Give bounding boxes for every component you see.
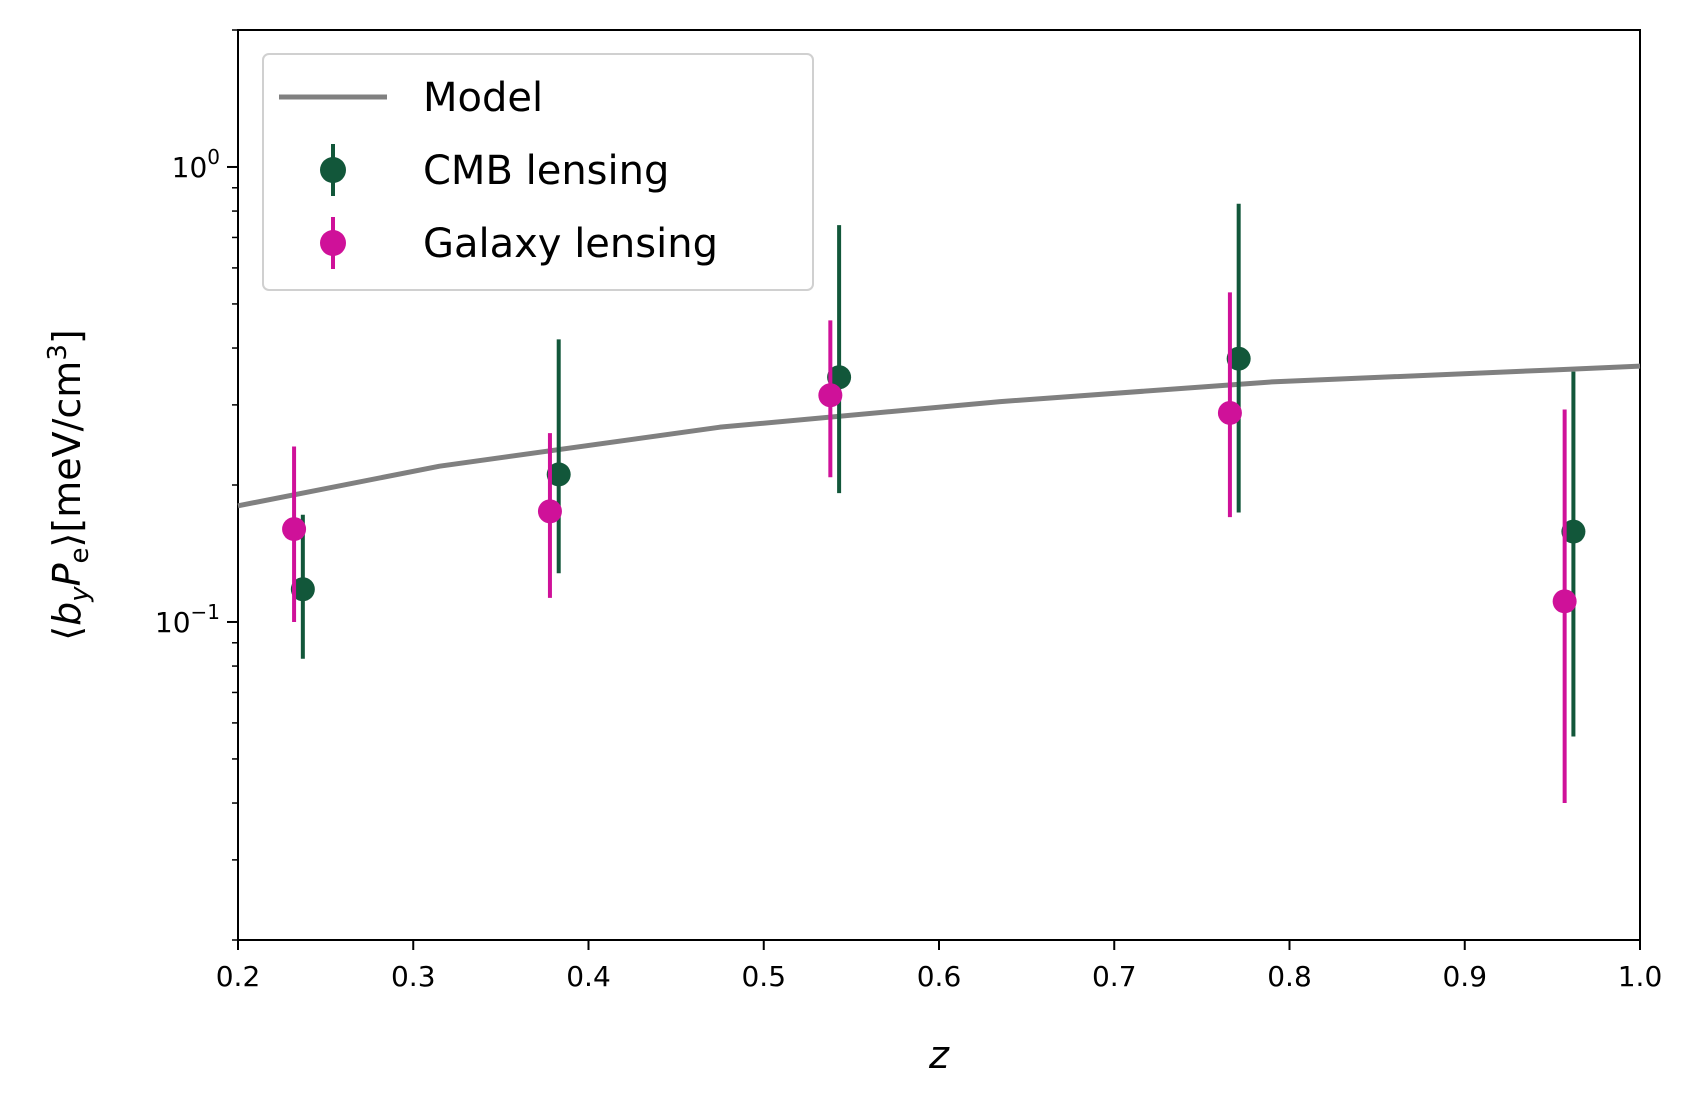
cmb-lensing-point	[290, 577, 315, 602]
cmb-lensing-point	[827, 365, 852, 390]
galaxy-lensing-point	[537, 499, 562, 524]
legend-label-galaxy-lensing: Galaxy lensing	[423, 221, 718, 267]
x-tick-label: 0.3	[391, 960, 436, 993]
x-tick-label: 0.4	[566, 960, 611, 993]
model-line	[237, 363, 1641, 509]
galaxy-lensing-point	[1552, 589, 1577, 614]
x-axis: 0.2 0.3 0.4 0.5 0.6 0.7 0.8 0.9 1.0	[216, 940, 1663, 993]
x-tick-label: 0.7	[1092, 960, 1137, 993]
x-tick-label: 0.6	[917, 960, 962, 993]
cmb-lensing-point	[1226, 346, 1251, 371]
legend-marker-galaxy-lensing	[320, 230, 346, 256]
legend-label-cmb-lensing: CMB lensing	[423, 148, 669, 194]
y-axis: 100 10−1	[155, 29, 238, 941]
legend-box	[262, 53, 814, 291]
cmb-lensing-point	[1561, 519, 1586, 544]
galaxy-lensing-point	[818, 383, 843, 408]
galaxy-lensing-point	[282, 517, 307, 542]
data-marks	[237, 203, 1641, 804]
cmb-lensing-point	[546, 462, 571, 487]
y-tick-label: 100	[172, 145, 220, 184]
y-axis-label: ⟨byPe⟩[meV/cm3]	[43, 329, 95, 640]
x-tick-label: 1.0	[1618, 960, 1663, 993]
legend: Model CMB lensing Galaxy lensing	[262, 53, 814, 291]
legend-label-model: Model	[423, 75, 543, 121]
x-axis-label: z	[928, 1033, 950, 1077]
x-tick-label: 0.9	[1442, 960, 1487, 993]
galaxy-lensing-point	[1217, 400, 1242, 425]
legend-marker-cmb-lensing	[320, 157, 346, 183]
x-tick-label: 0.8	[1267, 960, 1312, 993]
y-tick-label: 10−1	[155, 600, 220, 639]
x-tick-label: 0.2	[216, 960, 261, 993]
x-tick-label: 0.5	[741, 960, 786, 993]
